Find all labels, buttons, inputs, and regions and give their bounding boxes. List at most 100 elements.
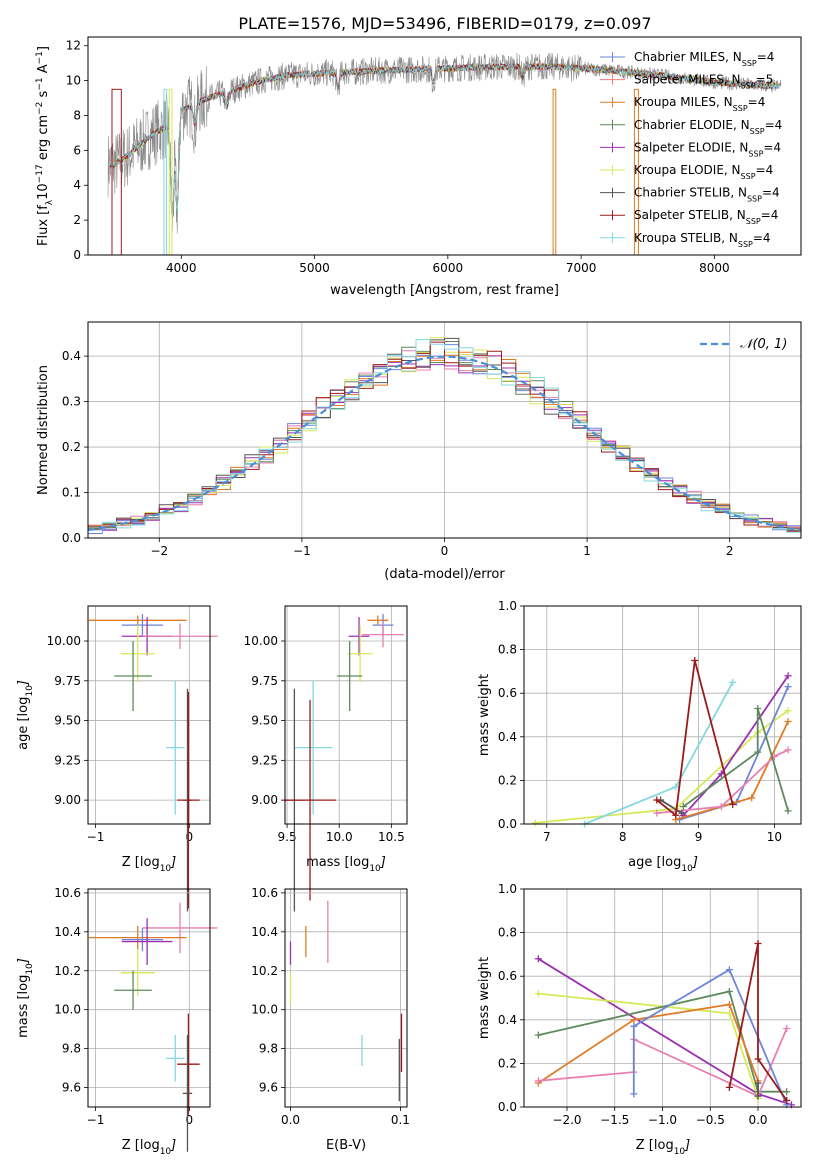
series-line-salpeter-stelib (728, 943, 788, 1102)
series-line-salpeter-stelib (656, 660, 734, 818)
age-vs-mass-panel: 9.5 10.0 10.5 9.00 9.25 9.50 9.75 10.00 mass [lo… (244, 605, 408, 912)
x-axis-label: mass [log10] (306, 855, 386, 874)
axes-frame (87, 36, 802, 256)
x-tick-label: −2.0 (552, 1113, 581, 1127)
y-tick-label: 9.00 (251, 793, 278, 807)
histogram-kroupa-stelib (88, 339, 801, 533)
x-tick-label: 10 (767, 830, 782, 844)
mass-vs-ebv-panel: 0.0 0.1 9.6 9.8 10.0 10.2 10.4 10.6 E(B-V) (251, 886, 410, 1153)
x-tick-label: 7 (543, 830, 551, 844)
y-tick-label: 10 (66, 74, 81, 88)
mass-vs-metallicity-panel: −1 0 9.6 9.8 10.0 10.2 10.4 10.6 Z [log10] mass [… (16, 886, 218, 1157)
x-tick-label: −1 (293, 544, 311, 558)
x-tick-label: 0 (186, 1113, 194, 1127)
y-tick-label: 0.4 (498, 1013, 517, 1027)
y-tick-label: 9.00 (54, 793, 81, 807)
x-tick-label: 7000 (566, 261, 597, 275)
x-tick-label: 9 (695, 830, 703, 844)
y-tick-label: 10.2 (251, 964, 278, 978)
y-tick-label: 10.6 (251, 886, 278, 900)
y-tick-label: 0.0 (498, 1100, 517, 1114)
y-tick-label: 10.2 (54, 964, 81, 978)
y-tick-label: 9.6 (62, 1081, 81, 1095)
x-axis-label: wavelength [Angstrom, rest frame] (330, 283, 559, 298)
x-tick-label: 0 (441, 544, 449, 558)
y-tick-label: 0.6 (498, 969, 517, 983)
legend-entry-label: Salpeter MILES, NSSP=5 (634, 73, 773, 91)
mass-weight-vs-age-panel: 7 8 9 10 0.0 0.2 0.4 0.6 0.8 1.0 age [log10] mass w… (477, 599, 802, 874)
x-tick-label: −1 (87, 1113, 105, 1127)
y-tick-label: 9.6 (259, 1081, 278, 1095)
spectrum-panel: 4000 5000 6000 7000 8000 0 2 4 6 8 10 12 wavelength … (35, 36, 802, 298)
residuals-panel: −2 −1 0 1 2 0.0 0.1 0.2 0.3 0.4 (data-model)/error… (36, 321, 802, 582)
figure-title: PLATE=1576, MJD=53496, FIBERID=0179, z=0… (238, 14, 651, 33)
mass-weight-vs-metallicity-panel: −2.0 −1.5 −1.0 −0.5 0.0 0.0 0.2 0.4 0.6 0.8 1.0 Z [… (477, 882, 802, 1157)
x-tick-label: −1.5 (600, 1113, 629, 1127)
y-tick-label: 2 (73, 213, 81, 227)
legend-entry-label: Salpeter ELODIE, NSSP=4 (634, 140, 781, 158)
legend-entry-label: Kroupa STELIB, NSSP=4 (634, 231, 771, 249)
y-tick-label: 0.0 (62, 531, 81, 545)
x-tick-label: 4000 (166, 261, 197, 275)
axes-frame (87, 605, 211, 825)
y-tick-label: 8 (73, 108, 81, 122)
y-tick-label: 12 (66, 39, 81, 53)
y-tick-label: 0.3 (62, 395, 81, 409)
y-tick-label: 10.0 (54, 1003, 81, 1017)
y-tick-label: 9.25 (54, 753, 81, 767)
x-tick-label: −2 (150, 544, 168, 558)
age-vs-metallicity-panel: −1 0 9.00 9.25 9.50 9.75 10.00 Z [log10] age [lo… (16, 605, 218, 912)
y-tick-label: 0.2 (498, 773, 517, 787)
legend-entry-label: Chabrier STELIB, NSSP=4 (634, 186, 780, 204)
x-axis-label: Z [log10] (636, 1138, 690, 1157)
legend-entry-label: 𝒩(0, 1) (740, 337, 787, 352)
x-tick-label: 1 (583, 544, 591, 558)
y-tick-label: 9.8 (62, 1042, 81, 1056)
y-axis-label: age [log10] (16, 680, 35, 750)
legend-entry-label: Kroupa ELODIE, NSSP=4 (634, 163, 773, 181)
y-axis-label: Flux [fλ10−17 erg cm−2 s−1 A−1] (35, 46, 55, 246)
y-tick-label: 0.8 (498, 926, 517, 940)
x-axis-label: Z [log10] (122, 1138, 176, 1157)
series-line-kroupa-stelib (584, 681, 734, 825)
legend-entry-label: Salpeter STELIB, NSSP=4 (634, 208, 778, 226)
series-line-kroupa-miles (537, 1003, 759, 1084)
legend-entry-label: Kroupa MILES, NSSP=4 (634, 95, 765, 113)
y-tick-label: 0.1 (62, 486, 81, 500)
y-tick-label: 9.50 (54, 714, 81, 728)
y-axis-label: mass weight (477, 674, 492, 756)
axes-frame (87, 321, 802, 539)
series-line-chabrier-elodie (682, 708, 789, 812)
x-tick-label: −1 (87, 830, 105, 844)
axes-frame (523, 605, 802, 825)
x-tick-label: 0.1 (391, 1113, 410, 1127)
x-tick-label: 10.0 (326, 830, 353, 844)
y-tick-label: 0.0 (498, 817, 517, 831)
series-line-kroupa-elodie (535, 709, 789, 824)
x-tick-label: 6000 (433, 261, 464, 275)
x-axis-label: (data-model)/error (384, 567, 505, 582)
x-tick-label: −0.5 (696, 1113, 725, 1127)
legend-entry-label: Chabrier ELODIE, NSSP=4 (634, 118, 782, 136)
y-tick-label: 0.4 (498, 730, 517, 744)
y-tick-label: 10.00 (244, 634, 278, 648)
model-line-kroupa-stelib (108, 62, 779, 218)
y-tick-label: 10.00 (47, 634, 81, 648)
x-tick-label: 10.5 (378, 830, 405, 844)
x-axis-label: age [log10] (628, 855, 698, 874)
series-line-chabrier-stelib (660, 799, 683, 814)
normal-distribution-curve (88, 355, 801, 532)
series-line-pink (656, 749, 789, 814)
histogram-salpeter-stelib (88, 341, 801, 532)
x-tick-label: 0.0 (281, 1113, 300, 1127)
legend-entry-label: Chabrier MILES, NSSP=4 (634, 50, 774, 68)
axes-frame (523, 888, 802, 1108)
x-axis-label: Z [log10] (122, 855, 176, 874)
x-tick-label: 0.0 (748, 1113, 767, 1127)
axes-frame (87, 888, 211, 1108)
y-tick-label: 0.8 (498, 643, 517, 657)
x-axis-label: E(B-V) (326, 1138, 366, 1153)
y-tick-label: 6 (73, 143, 81, 157)
y-axis-label: mass [log10] (16, 958, 35, 1038)
